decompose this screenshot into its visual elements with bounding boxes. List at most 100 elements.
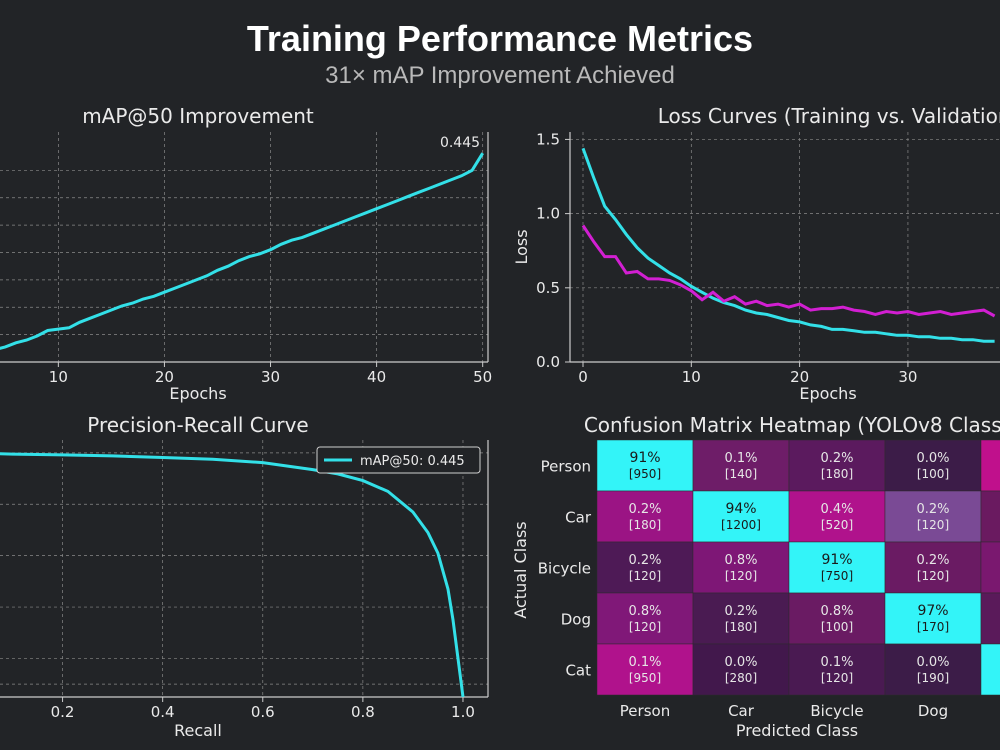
heatmap-cell-count: [100] [917, 467, 949, 481]
loss-validation-line [581, 224, 996, 318]
loss-y-tick-label: 1.5 [536, 130, 560, 148]
pr-x-tick-label: 1.0 [451, 703, 475, 721]
heatmap-cell [692, 643, 790, 696]
heatmap-cell-percent: 0.1% [724, 451, 757, 466]
heatmap-cell [788, 439, 886, 492]
heatmap-col-label: Bicycle [810, 702, 863, 720]
heatmap-cell [788, 541, 886, 594]
map-final-value-label: 0.445 [440, 135, 480, 151]
loss-training-line [581, 147, 995, 343]
heatmap-col-label: Dog [918, 702, 948, 720]
heatmap-cell [980, 643, 1000, 696]
heatmap-cell-percent: 0.2% [916, 553, 949, 568]
confusion-matrix: Confusion Matrix Heatmap (YOLOv8 Classes… [511, 413, 1000, 740]
heatmap-cell-count: [750] [821, 569, 853, 583]
heatmap-cell-percent: 0.2% [820, 451, 853, 466]
loss-y-label: Loss [512, 229, 531, 264]
heatmap-cell-count: [120] [629, 569, 661, 583]
map-series-line [0, 152, 484, 350]
loss-chart: Loss Curves (Training vs. Validation) 0 1… [512, 104, 1000, 403]
heatmap-cell [884, 643, 982, 696]
loss-chart-grid [570, 132, 1000, 363]
heatmap-cell [692, 592, 790, 645]
map-x-label: Epochs [169, 384, 226, 403]
heatmap-cell-count: [170] [917, 620, 949, 634]
loss-y-tick-label: 0.5 [536, 279, 560, 297]
pr-legend-label: mAP@50: 0.445 [360, 454, 465, 469]
heatmap-cell-percent: 0.2% [916, 502, 949, 517]
heatmap-cell-count: [120] [629, 620, 661, 634]
heatmap-cell-percent: 0.0% [916, 655, 949, 670]
heatmap-cell [980, 541, 1000, 594]
figure-title: Training Performance Metrics [246, 18, 754, 59]
heatmap-row-label: Cat [565, 662, 591, 680]
heatmap-cell-count: [180] [725, 620, 757, 634]
heatmap-cell-percent: 0.2% [724, 604, 757, 619]
heatmap-cell-count: [950] [629, 671, 661, 685]
map-x-tick-label: 10 [49, 368, 68, 386]
loss-x-tick-label: 30 [898, 368, 917, 386]
confusion-matrix-title: Confusion Matrix Heatmap (YOLOv8 Classes… [584, 413, 1000, 437]
pr-curve-line [0, 452, 465, 698]
heatmap-cell [596, 439, 694, 492]
loss-y-tick-label: 1.0 [536, 205, 560, 223]
heatmap-cell-percent: 0.8% [628, 604, 661, 619]
heatmap-cell [884, 592, 982, 645]
heatmap-cell-count: [120] [725, 569, 757, 583]
heatmap-cell-count: [140] [725, 467, 757, 481]
heatmap-cell-count: [120] [917, 518, 949, 532]
heatmap-cell-count: [180] [629, 518, 661, 532]
heatmap-cell [980, 592, 1000, 645]
heatmap-row-label: Car [565, 509, 592, 527]
heatmap-cell-percent: 0.1% [820, 655, 853, 670]
heatmap-cell-percent: 0.0% [724, 655, 757, 670]
heatmap-cell-percent: 0.8% [724, 553, 757, 568]
loss-x-tick-label: 10 [682, 368, 701, 386]
figure-subtitle: 31× mAP Improvement Achieved [325, 62, 675, 89]
pr-legend-box [316, 446, 481, 474]
heatmap-row-label: Bicycle [538, 560, 591, 578]
heatmap-cell [980, 439, 1000, 492]
heatmap-cell-count: [1200] [721, 518, 761, 532]
confusion-matrix-labels: Person Car Bicycle Dog Cat Person Car Bicycle Do… [538, 458, 948, 721]
heatmap-cell-count: [120] [821, 671, 853, 685]
pr-x-tick-label: 0.4 [151, 703, 175, 721]
heatmap-cell-percent: 0.2% [628, 553, 661, 568]
loss-chart-title: Loss Curves (Training vs. Validation) [658, 104, 1000, 128]
heatmap-cell-count: [100] [821, 620, 853, 634]
heatmap-col-label: Car [728, 702, 755, 720]
confusion-matrix-x-label: Predicted Class [736, 721, 858, 740]
heatmap-cell-count: [950] [629, 467, 661, 481]
heatmap-cell-percent: 0.0% [916, 451, 949, 466]
heatmap-cell [884, 439, 982, 492]
heatmap-cell [980, 490, 1000, 543]
heatmap-cell-percent: 0.2% [628, 502, 661, 517]
heatmap-cell-count: [190] [917, 671, 949, 685]
heatmap-cell [596, 643, 694, 696]
pr-chart-title: Precision-Recall Curve [87, 413, 308, 437]
heatmap-cell [788, 490, 886, 543]
heatmap-cell-count: [280] [725, 671, 757, 685]
heatmap-cell-count: [520] [821, 518, 853, 532]
confusion-matrix-y-label: Actual Class [511, 521, 530, 618]
loss-y-tick-label: 0.0 [536, 353, 560, 371]
pr-x-tick-label: 0.2 [51, 703, 75, 721]
map-x-tick-label: 30 [261, 368, 280, 386]
map-x-tick-label: 40 [367, 368, 386, 386]
heatmap-row-label: Dog [561, 611, 591, 629]
pr-x-tick-label: 0.6 [251, 703, 275, 721]
map-x-tick-label: 20 [155, 368, 174, 386]
loss-x-tick-label: 20 [790, 368, 809, 386]
pr-legend: mAP@50: 0.445 [316, 446, 481, 474]
heatmap-cell [884, 541, 982, 594]
heatmap-cell-percent: 0.8% [820, 604, 853, 619]
heatmap-cell-count: [180] [821, 467, 853, 481]
heatmap-cell-count: [120] [917, 569, 949, 583]
pr-chart-grid [0, 440, 488, 697]
pr-x-label: Recall [174, 721, 222, 740]
heatmap-cell [692, 439, 790, 492]
loss-x-label: Epochs [799, 384, 856, 403]
heatmap-col-label: Person [620, 702, 670, 720]
heatmap-cell-percent: 0.1% [628, 655, 661, 670]
